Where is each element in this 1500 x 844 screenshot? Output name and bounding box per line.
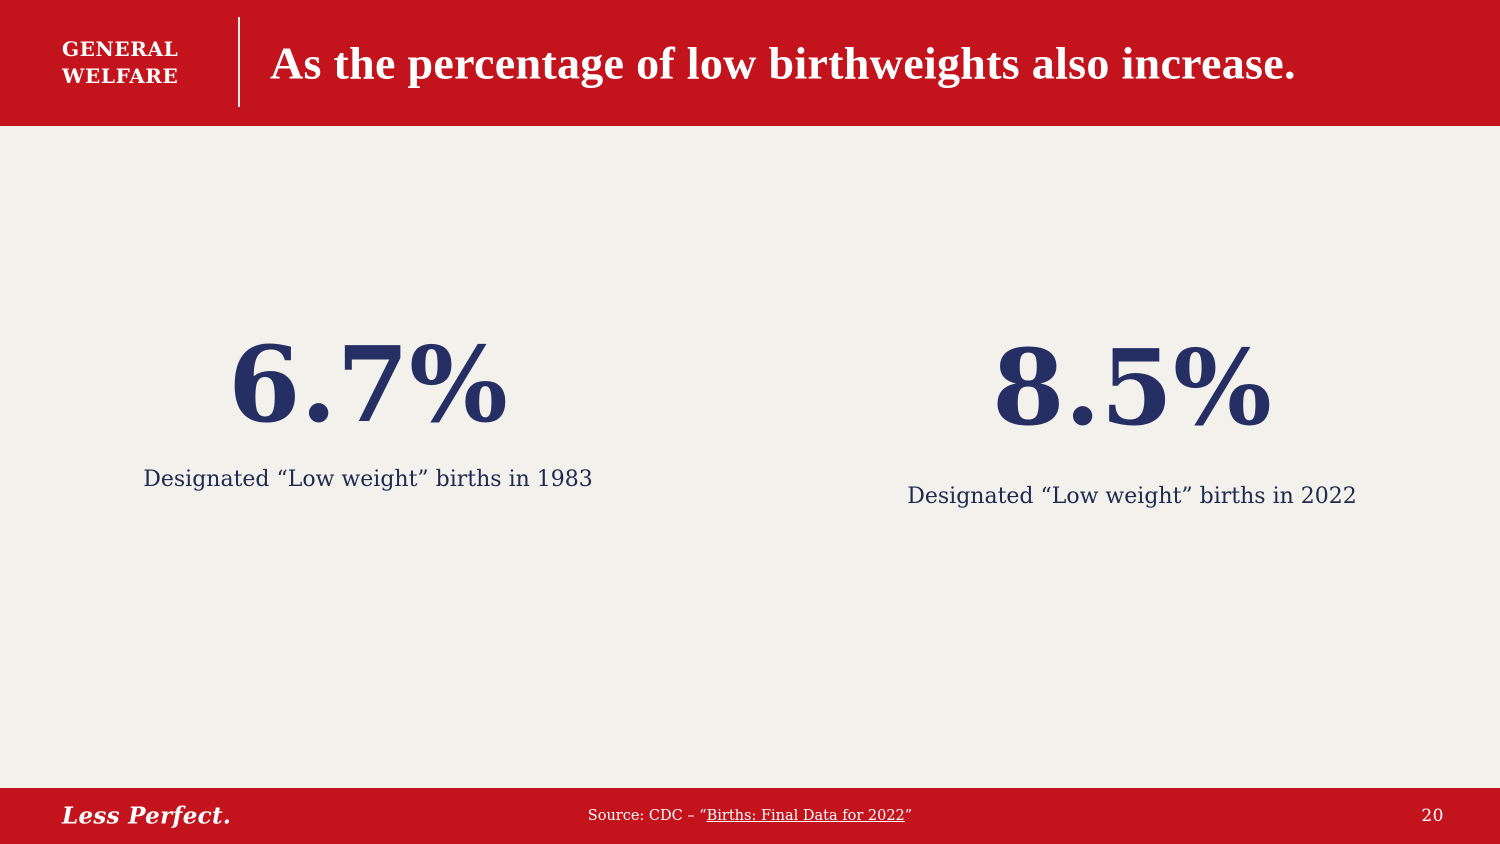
kicker-line-1: GENERAL bbox=[62, 37, 179, 61]
footer-bar: Less Perfect. Source: CDC – “Births: Fin… bbox=[0, 788, 1500, 844]
header-bar: GENERAL WELFARE As the percentage of low… bbox=[0, 0, 1500, 126]
brand-logo-text: Less Perfect. bbox=[62, 802, 232, 830]
stat-value-2022: 8.5% bbox=[992, 326, 1272, 449]
stat-caption-1983: Designated “Low weight” births in 1983 bbox=[143, 467, 593, 493]
stat-caption-2022: Designated “Low weight” births in 2022 bbox=[907, 484, 1357, 510]
source-link[interactable]: Births: Final Data for 2022 bbox=[706, 808, 905, 824]
page-number: 20 bbox=[1421, 806, 1444, 826]
stat-block-1983: 6.7% Designated “Low weight” births in 1… bbox=[138, 330, 598, 492]
source-prefix: Source: CDC – “ bbox=[587, 808, 707, 824]
source-suffix: ” bbox=[904, 808, 913, 824]
kicker-line-2: WELFARE bbox=[62, 64, 179, 88]
kicker-general-welfare: GENERAL WELFARE bbox=[62, 36, 178, 90]
slide-title: As the percentage of low birthweights al… bbox=[270, 37, 1296, 89]
header-divider bbox=[238, 17, 240, 107]
stat-block-2022: 8.5% Designated “Low weight” births in 2… bbox=[902, 333, 1362, 509]
source-line: Source: CDC – “Births: Final Data for 20… bbox=[588, 808, 912, 824]
stat-value-1983: 6.7% bbox=[228, 323, 508, 446]
